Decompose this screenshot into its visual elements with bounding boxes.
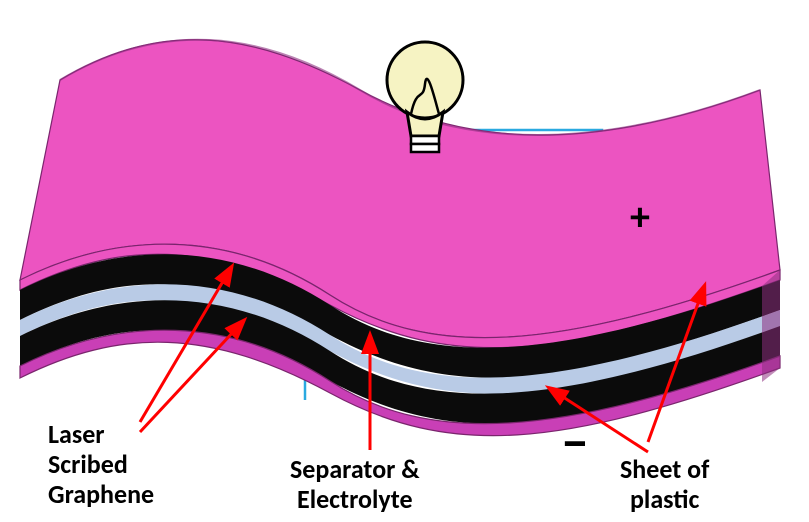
- label-line: Sheet of: [620, 455, 709, 485]
- minus-terminal: −: [562, 410, 588, 474]
- label-line: Laser: [48, 420, 154, 450]
- label-separator: Separator &Electrolyte: [290, 455, 420, 515]
- label-line: Scribed: [48, 450, 154, 480]
- label-plastic: Sheet ofplastic: [620, 455, 709, 515]
- plus-terminal: +: [630, 192, 650, 241]
- label-line: Separator &: [290, 455, 420, 485]
- label-graphene: LaserScribedGraphene: [48, 420, 154, 510]
- label-line: plastic: [620, 485, 709, 515]
- label-line: Graphene: [48, 480, 154, 510]
- label-line: Electrolyte: [290, 485, 420, 515]
